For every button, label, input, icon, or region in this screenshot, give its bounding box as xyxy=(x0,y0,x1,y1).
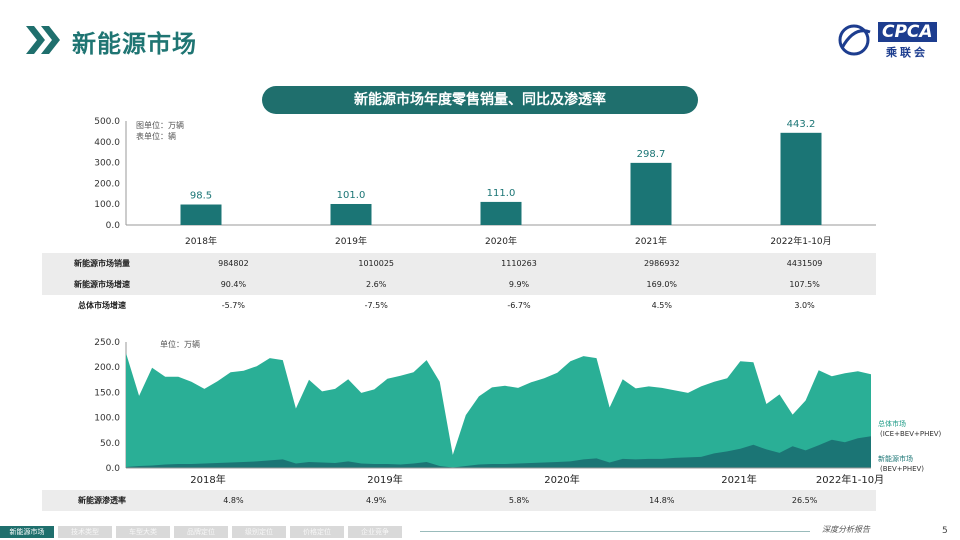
nav-item[interactable]: 级别定位 xyxy=(232,526,286,538)
footer-divider xyxy=(420,531,810,532)
unit-note: 表单位：辆 xyxy=(136,131,176,141)
bar xyxy=(330,203,372,225)
table-cell: 4.9% xyxy=(366,496,387,505)
bar-value-label: 111.0 xyxy=(487,188,516,199)
x-year-label: 2018年 xyxy=(190,473,225,486)
x-category-label: 2021年 xyxy=(635,235,667,247)
x-year-label: 2019年 xyxy=(367,473,402,486)
y-tick-label: 0.0 xyxy=(106,464,121,474)
bar-value-label: 298.7 xyxy=(637,149,666,160)
legend-total-sub: (ICE+BEV+PHEV) xyxy=(880,430,942,438)
x-category-label: 2018年 xyxy=(185,235,217,247)
table-cell: 9.9% xyxy=(508,280,530,289)
table-cell: 4.8% xyxy=(223,496,244,505)
x-year-label: 2021年 xyxy=(721,473,756,486)
section-nav: 新能源市场 技术类型 车型大类 品牌定位 级别定位 价格定位 企业竞争 xyxy=(0,522,406,540)
footer-note: 深度分析报告 xyxy=(822,525,870,534)
legend-nev-name: 新能源市场 xyxy=(878,454,913,463)
table-cell: 2986932 xyxy=(643,259,680,268)
y-tick-label: 150.0 xyxy=(94,388,120,398)
y-tick-label: 50.0 xyxy=(100,439,120,449)
y-tick-label: 500.0 xyxy=(94,117,120,127)
table-cell: 1110263 xyxy=(501,259,537,268)
table-cell: 107.5% xyxy=(789,280,820,289)
table-cell: 90.4% xyxy=(220,280,247,289)
annual-table: 新能源市场销量 984802 1010025 1110263 2986932 443150… xyxy=(42,253,876,316)
table-cell: 1010025 xyxy=(358,259,395,268)
nav-item[interactable]: 车型大类 xyxy=(116,526,170,538)
table-cell: 984802 xyxy=(218,259,249,268)
bar xyxy=(480,201,522,225)
y-tick-label: 100.0 xyxy=(94,414,120,424)
table-cell: 3.0% xyxy=(794,301,815,310)
x-year-label: 2022年1-10月 xyxy=(816,473,884,486)
bar-value-label: 98.5 xyxy=(190,191,212,202)
nev-market-area xyxy=(126,436,871,468)
chevron-right-icon xyxy=(26,26,60,54)
row-label: 总体市场增速 xyxy=(78,301,126,310)
penetration-table: 新能源渗透率 4.8% 4.9% 5.8% 14.8% 26.5% xyxy=(42,490,876,511)
total-market-area xyxy=(126,353,871,468)
nav-item[interactable]: 企业竞争 xyxy=(348,526,402,538)
globe-logo-icon xyxy=(838,24,871,56)
x-category-label: 2020年 xyxy=(485,235,517,247)
page-title: 新能源市场 xyxy=(72,30,197,58)
table-cell: 4431509 xyxy=(786,259,823,268)
table-cell: 2.6% xyxy=(366,280,387,289)
unit-note: 图单位：万辆 xyxy=(136,120,184,130)
nav-item[interactable]: 技术类型 xyxy=(58,526,112,538)
table-row: 新能源市场销量 984802 1010025 1110263 2986932 443150… xyxy=(42,253,876,274)
y-tick-label: 100.0 xyxy=(94,200,120,210)
logo-text: CPCA xyxy=(878,22,937,42)
cpca-logo: CPCA 乘联会 xyxy=(832,18,942,62)
bar xyxy=(630,162,672,225)
y-tick-label: 200.0 xyxy=(94,363,120,373)
footer: 新能源市场 技术类型 车型大类 品牌定位 级别定位 价格定位 企业竞争 深度分析报告 5 xyxy=(0,522,960,540)
page-number: 5 xyxy=(942,526,948,536)
table-cell: 5.8% xyxy=(508,496,530,505)
x-category-label: 2019年 xyxy=(335,235,367,247)
bar-value-label: 101.0 xyxy=(337,190,366,201)
row-label: 新能源市场增速 xyxy=(74,280,130,289)
y-tick-label: 0.0 xyxy=(106,221,121,231)
x-year-label: 2020年 xyxy=(544,473,579,486)
logo-subtext: 乘联会 xyxy=(886,46,928,59)
header: 新能源市场 CPCA 乘联会 xyxy=(0,0,960,70)
y-tick-label: 200.0 xyxy=(94,179,120,189)
row-label: 新能源市场销量 xyxy=(74,259,130,268)
nav-item[interactable]: 品牌定位 xyxy=(174,526,228,538)
nav-item[interactable]: 新能源市场 xyxy=(0,526,54,538)
table-cell: -7.5% xyxy=(364,301,388,310)
table-row: 总体市场增速 -5.7% -7.5% -6.7% 4.5% 3.0% xyxy=(42,295,876,316)
nav-item[interactable]: 价格定位 xyxy=(290,526,344,538)
bar-value-label: 443.2 xyxy=(787,119,816,130)
table-cell: 26.5% xyxy=(791,496,818,505)
table-cell: -6.7% xyxy=(507,301,531,310)
table-cell: 14.8% xyxy=(649,496,675,505)
table-cell: -5.7% xyxy=(221,301,245,310)
legend-nev-sub: (BEV+PHEV) xyxy=(880,465,924,473)
monthly-area-chart: 0.0 50.0 100.0 150.0 200.0 250.0 单位：万辆 2018年 201… xyxy=(94,338,942,486)
x-category-label: 2022年1-10月 xyxy=(770,235,831,247)
table-cell: 4.5% xyxy=(651,301,672,310)
y-tick-label: 400.0 xyxy=(94,138,120,148)
chart-title: 新能源市场年度零售销量、同比及渗透率 xyxy=(262,86,698,114)
unit-note: 单位：万辆 xyxy=(160,339,200,349)
table-cell: 169.0% xyxy=(646,280,678,289)
table-row: 新能源市场增速 90.4% 2.6% 9.9% 169.0% 107.5% xyxy=(42,274,876,295)
y-tick-label: 250.0 xyxy=(94,338,120,348)
legend-total-name: 总体市场 xyxy=(878,419,906,428)
row-label: 新能源渗透率 xyxy=(78,496,126,505)
bar xyxy=(180,204,222,225)
bar xyxy=(780,132,822,225)
y-tick-label: 300.0 xyxy=(94,159,120,169)
table-row: 新能源渗透率 4.8% 4.9% 5.8% 14.8% 26.5% xyxy=(42,490,876,511)
